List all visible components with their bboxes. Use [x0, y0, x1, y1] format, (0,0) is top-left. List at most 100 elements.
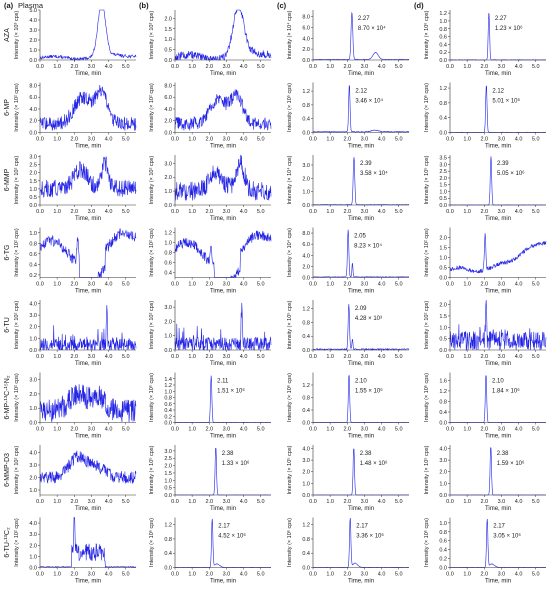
- column-headers: (a) Plasma (b) (c) (d): [4, 1, 424, 10]
- x-tick-label: 0.0: [36, 354, 44, 360]
- x-tick-label: 0.0: [446, 209, 454, 215]
- y-tick-label: 3.0: [29, 532, 37, 538]
- y-tick-label: 0.8: [29, 241, 37, 247]
- y-tick-label: 2.5: [164, 456, 172, 462]
- y-tick-label: 6.0: [302, 25, 310, 31]
- x-axis-label: Time, min: [348, 71, 374, 77]
- x-axis-label: Time, min: [210, 506, 236, 512]
- chart-panel: 0.0 0.2 0.4 0.6 0.8 1.0 0.0 1.0 2.0 3.0 4.0 5.0 Time…: [423, 517, 547, 585]
- y-tick-label: 1.0: [164, 241, 172, 247]
- chart-panel: 0.0 1.0 2.0 3.0 4.0 0.0 1.0 2.0 3.0 4.0 5.0 Time, m…: [14, 517, 137, 585]
- x-tick-label: 5.0: [257, 572, 265, 578]
- x-tick-label: 1.0: [53, 572, 61, 578]
- peak-retention-time: 2.17: [218, 524, 230, 530]
- x-axis-label: Time, min: [348, 506, 374, 512]
- x-tick-label: 5.0: [257, 282, 265, 288]
- x-tick-label: 2.0: [205, 282, 213, 288]
- x-axis-label: Time, min: [75, 144, 101, 150]
- x-tick-label: 0.0: [36, 572, 44, 578]
- y-tick-label: 0.8: [302, 103, 310, 109]
- x-tick-label: 4.0: [105, 572, 113, 578]
- y-tick-label: 1.2: [439, 389, 447, 395]
- y-tick-label: 4.0: [302, 253, 310, 259]
- y-axis-label: Intensity (× 10⁴ cps): [286, 10, 293, 59]
- x-tick-label: 4.0: [378, 64, 386, 70]
- x-axis-label: Time, min: [485, 216, 511, 222]
- x-tick-label: 3.0: [88, 499, 96, 505]
- y-tick-label: 2.0: [439, 470, 447, 476]
- y-tick-label: 4.0: [29, 18, 37, 24]
- x-tick-label: 4.0: [515, 209, 523, 215]
- x-tick-label: 0.0: [171, 572, 179, 578]
- peak-retention-time: 2.27: [495, 16, 507, 22]
- peak-retention-time: 2.05: [354, 234, 366, 240]
- x-tick-label: 5.0: [395, 209, 403, 215]
- x-tick-label: 5.0: [122, 137, 130, 143]
- x-tick-label: 0.0: [446, 572, 454, 578]
- y-axis-label: Intensity (× 10⁶ cps): [423, 518, 430, 567]
- y-tick-label: 2.0: [29, 171, 37, 177]
- y-tick-label: 3.0: [29, 378, 37, 384]
- peak-retention-time: 2.17: [356, 524, 368, 530]
- y-tick-label: 1.5: [164, 471, 172, 477]
- x-tick-label: 4.0: [515, 427, 523, 433]
- y-tick-label: 0.8: [439, 530, 447, 536]
- panel-grid: 0.0 1.0 2.0 3.0 4.0 5.0 0.0 1.0 2.0 3.0 4.0 5.0 Time…: [14, 8, 547, 585]
- x-tick-label: 2.0: [205, 209, 213, 215]
- y-tick-label: 1.0: [439, 189, 447, 195]
- peak-intensity: 3.36 × 10⁶: [356, 533, 384, 540]
- x-tick-label: 5.0: [257, 354, 265, 360]
- y-tick-label: 0.0: [164, 203, 172, 209]
- y-tick-label: 0.8: [439, 101, 447, 107]
- y-tick-label: 0.0: [302, 348, 310, 354]
- x-tick-label: 0.0: [309, 499, 317, 505]
- peak-retention-time: 2.10: [492, 379, 504, 385]
- y-tick-label: 1.2: [439, 86, 447, 92]
- y-tick-label: 0.0: [29, 348, 37, 354]
- x-tick-label: 2.0: [480, 137, 488, 143]
- x-tick-label: 1.0: [188, 427, 196, 433]
- y-tick-label: 3.0: [164, 305, 172, 311]
- y-axis-label: Intensity (× 10² cps): [149, 83, 155, 132]
- x-tick-label: 0.0: [171, 209, 179, 215]
- x-axis-label: Time, min: [75, 506, 101, 512]
- chart-panel: 0.00.51.01.52.02.53.03.50.0 1.0 2.0 3.0 4.0 5…: [423, 155, 546, 222]
- x-tick-label: 5.0: [532, 209, 540, 215]
- x-tick-label: 0.0: [171, 354, 179, 360]
- y-tick-label: 3.0: [439, 458, 447, 464]
- peak-retention-time: 2.38: [497, 451, 509, 457]
- peak-retention-time: 2.11: [217, 379, 229, 385]
- x-axis-label: Time, min: [75, 361, 101, 367]
- y-tick-label: 4.0: [302, 36, 310, 42]
- y-tick-label: 0.8: [302, 396, 310, 402]
- x-tick-label: 2.0: [343, 209, 351, 215]
- x-tick-label: 1.0: [463, 499, 471, 505]
- y-tick-label: 0.0: [302, 421, 310, 427]
- y-tick-label: 2.0: [29, 38, 37, 44]
- chart-panel: 0.4 0.6 0.8 1.0 1.2 0.0 1.0 2.0 3.0 4.0 5.0 Time, m…: [149, 227, 272, 295]
- y-tick-label: 0.2: [439, 557, 447, 563]
- chart-panel: 0.0 0.5 1.0 1.5 2.0 2.5 3.0 0.0 1.0 2.0 3.0 4.0 5.0 T…: [14, 155, 137, 222]
- y-tick-label: 0.0: [29, 566, 37, 572]
- x-tick-label: 5.0: [122, 209, 130, 215]
- y-tick-label: 0.6: [29, 252, 37, 258]
- x-tick-label: 4.0: [378, 137, 386, 143]
- x-axis-label: Time, min: [75, 579, 101, 585]
- peak-retention-time: 2.39: [497, 161, 509, 167]
- x-tick-label: 0.0: [446, 427, 454, 433]
- peak-intensity: 8.23 × 10⁴: [354, 243, 382, 250]
- y-axis-label: Intensity (× 10² cps): [14, 373, 20, 422]
- x-tick-label: 5.0: [532, 354, 540, 360]
- row-label: 6-TU-¹³C₂: [4, 527, 11, 558]
- x-tick-label: 1.0: [326, 427, 334, 433]
- y-tick-label: 0.0: [164, 131, 172, 137]
- chart-panel: 0.0 1.0 2.0 3.0 0.0 1.0 2.0 3.0 4.0 5.0 Time, min I…: [14, 372, 137, 440]
- x-tick-label: 5.0: [257, 209, 265, 215]
- chart-panel: 0.0 1.0 2.0 3.0 4.0 0.0 1.0 2.0 3.0 4.0 5.0 Time, m…: [286, 445, 409, 512]
- peak-retention-time: 2.27: [358, 16, 370, 22]
- y-tick-label: 2.0: [164, 16, 172, 22]
- y-tick-label: 0.0: [302, 566, 310, 572]
- y-tick-label: 0.6: [439, 35, 447, 41]
- y-tick-label: 3.0: [29, 28, 37, 34]
